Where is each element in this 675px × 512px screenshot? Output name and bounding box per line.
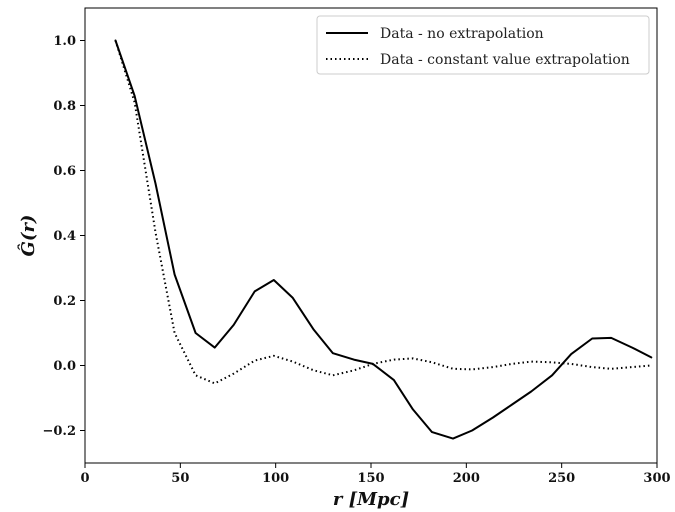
y-tick-label: 1.0 [53,34,76,49]
x-tick-label: 300 [643,471,670,486]
legend-label-constant-extrapolation: Data - constant value extrapolation [380,52,630,68]
x-axis-label: r [Mpc] [333,489,409,510]
x-tick-label: 200 [453,471,480,486]
legend-box [316,15,650,75]
y-axis-ticks: −0.2 0.0 0.2 0.4 0.6 0.8 1.0 [42,34,85,439]
legend-label-no-extrapolation: Data - no extrapolation [380,26,544,42]
x-tick-label: 100 [262,471,289,486]
x-axis-ticks: 0 50 100 150 200 250 300 [80,463,671,486]
x-tick-label: 0 [80,471,89,486]
y-tick-label: 0.6 [53,164,76,179]
y-axis-label: Ĝ(r) [16,215,39,257]
y-tick-label: 0.2 [53,294,76,309]
y-tick-label: −0.2 [42,424,76,439]
x-tick-label: 150 [357,471,384,486]
x-tick-label: 250 [548,471,575,486]
y-tick-label: 0.8 [53,99,76,114]
series-line-1 [114,40,652,385]
y-tick-label: 0.4 [53,229,76,244]
y-tick-label: 0.0 [53,359,76,374]
plot-lines [114,39,653,440]
series-line-0 [114,39,653,440]
legend: Data - no extrapolation Data - constant … [316,15,650,75]
x-tick-label: 50 [171,471,189,486]
